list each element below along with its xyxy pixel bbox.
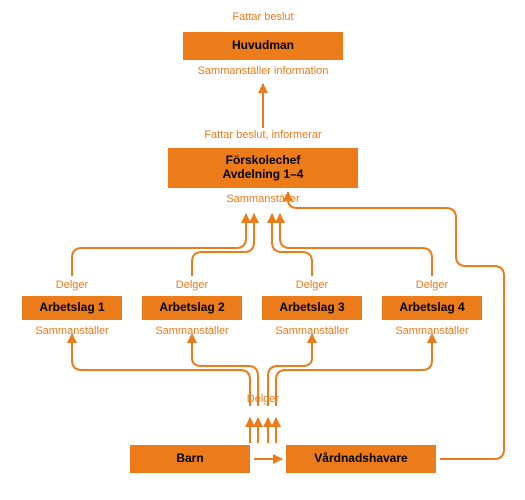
- label-l_delger4: Delger: [352, 279, 512, 291]
- edge-3: [272, 214, 312, 276]
- node-barn: Barn: [130, 445, 250, 473]
- node-huvudman: Huvudman: [183, 32, 343, 60]
- node-arbetslag1: Arbetslag 1: [22, 296, 122, 320]
- label-l_samman_top: Sammanställer information: [183, 65, 343, 77]
- node-arbetslag4: Arbetslag 4: [382, 296, 482, 320]
- label-l_samman_mid: Sammanställer: [183, 193, 343, 205]
- node-forskolechef: FörskolechefAvdelning 1–4: [168, 148, 358, 188]
- node-arbetslag2: Arbetslag 2: [142, 296, 242, 320]
- edge-4: [280, 214, 432, 276]
- label-l_samman4: Sammanställer: [352, 325, 512, 337]
- label-l_fattar_inf: Fattar beslut, informerar: [183, 129, 343, 141]
- node-arbetslag3: Arbetslag 3: [262, 296, 362, 320]
- edge-1: [72, 214, 246, 276]
- label-l_fattar_top: Fattar beslut: [183, 11, 343, 23]
- label-l_delger_bot: Delger: [183, 393, 343, 405]
- node-vardnad: Vårdnadshavare: [286, 445, 436, 473]
